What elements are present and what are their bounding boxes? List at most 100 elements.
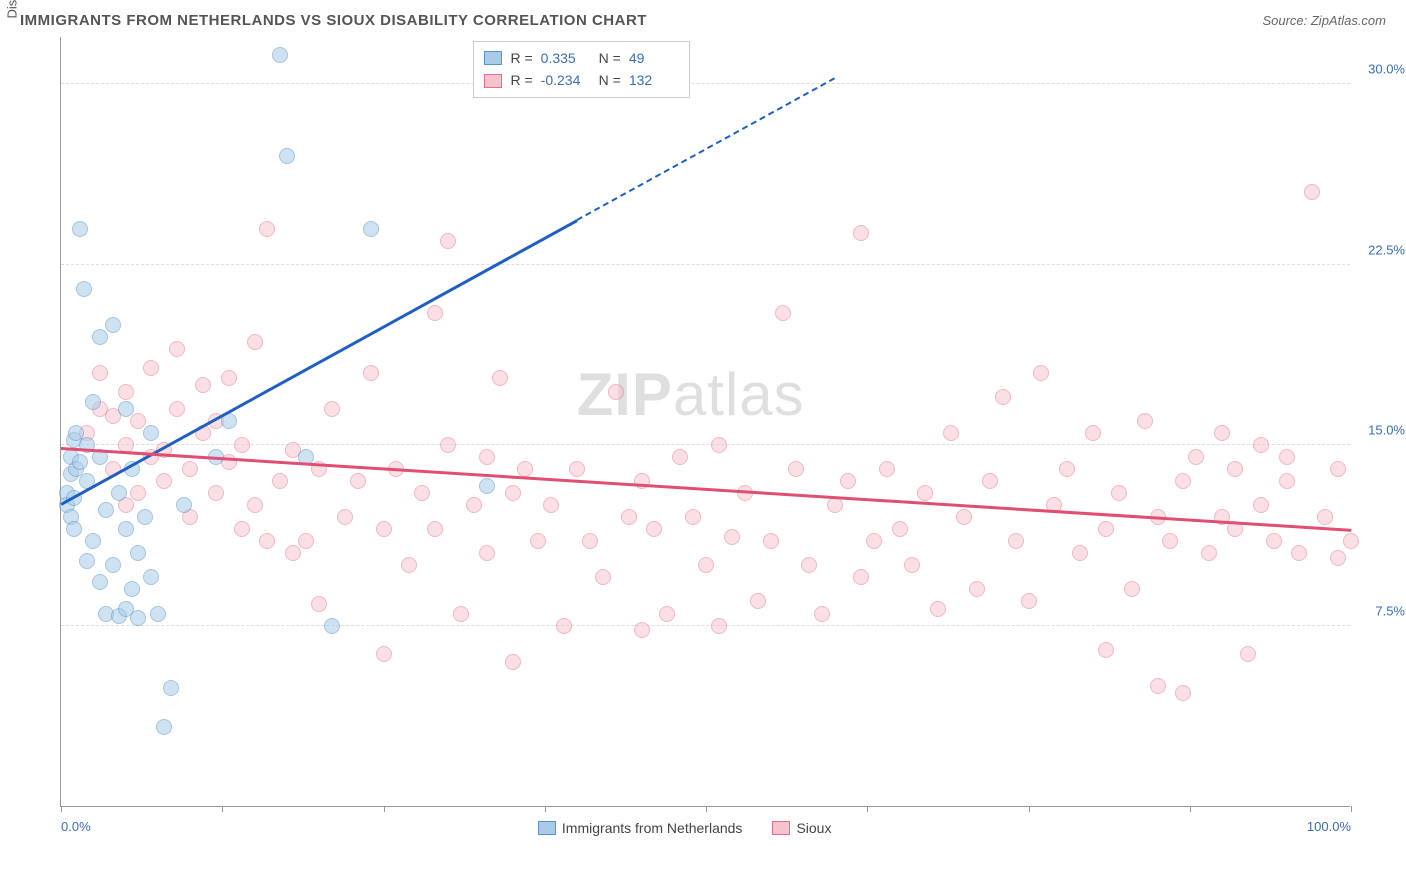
data-point [118, 384, 134, 400]
data-point [118, 401, 134, 417]
data-point [608, 384, 624, 400]
x-tick-label: 100.0% [1307, 819, 1351, 834]
data-point [130, 413, 146, 429]
data-point [311, 596, 327, 612]
stat-r-label: R = [510, 69, 532, 91]
data-point [130, 545, 146, 561]
data-point [143, 569, 159, 585]
data-point [492, 370, 508, 386]
stat-n-label: N = [599, 69, 621, 91]
data-point [176, 497, 192, 513]
data-point [582, 533, 598, 549]
data-point [234, 437, 250, 453]
data-point [247, 497, 263, 513]
data-point [995, 389, 1011, 405]
data-point [853, 569, 869, 585]
data-point [866, 533, 882, 549]
data-point [763, 533, 779, 549]
data-point [1150, 678, 1166, 694]
data-point [801, 557, 817, 573]
stats-legend-row: R = -0.234 N = 132 [484, 69, 678, 91]
data-point [892, 521, 908, 537]
data-point [453, 606, 469, 622]
stats-legend: R =0.335N =49R =-0.234N =132 [473, 41, 689, 98]
x-tick [545, 806, 546, 812]
legend-item: Sioux [772, 820, 831, 836]
data-point [827, 497, 843, 513]
data-point [505, 485, 521, 501]
data-point [208, 485, 224, 501]
data-point [1137, 413, 1153, 429]
data-point [156, 719, 172, 735]
y-tick-label: 15.0% [1368, 423, 1405, 438]
data-point [130, 485, 146, 501]
y-axis-label: Disability [5, 0, 20, 18]
data-point [111, 485, 127, 501]
data-point [285, 545, 301, 561]
gridline [61, 444, 1350, 445]
stat-n-label: N = [599, 47, 621, 69]
data-point [1240, 646, 1256, 662]
data-point [143, 360, 159, 376]
data-point [279, 148, 295, 164]
data-point [259, 533, 275, 549]
data-point [234, 521, 250, 537]
data-point [1033, 365, 1049, 381]
x-tick [222, 806, 223, 812]
data-point [427, 521, 443, 537]
data-point [221, 370, 237, 386]
gridline [61, 83, 1350, 84]
data-point [118, 521, 134, 537]
legend-swatch [772, 821, 790, 835]
data-point [1317, 509, 1333, 525]
data-point [621, 509, 637, 525]
data-point [272, 473, 288, 489]
data-point [1253, 497, 1269, 513]
data-point [646, 521, 662, 537]
stat-r-label: R = [510, 47, 532, 69]
data-point [724, 529, 740, 545]
data-point [105, 557, 121, 573]
legend-label: Immigrants from Netherlands [562, 820, 743, 836]
data-point [1330, 550, 1346, 566]
data-point [414, 485, 430, 501]
data-point [711, 618, 727, 634]
x-tick [867, 806, 868, 812]
data-point [1072, 545, 1088, 561]
data-point [1291, 545, 1307, 561]
legend-swatch [484, 74, 502, 88]
data-point [247, 334, 263, 350]
data-point [66, 521, 82, 537]
data-point [1085, 425, 1101, 441]
data-point [1098, 521, 1114, 537]
data-point [479, 449, 495, 465]
data-point [85, 533, 101, 549]
data-point [814, 606, 830, 622]
data-point [659, 606, 675, 622]
data-point [298, 533, 314, 549]
data-point [1253, 437, 1269, 453]
data-point [440, 437, 456, 453]
data-point [150, 606, 166, 622]
chart-source: Source: ZipAtlas.com [1262, 13, 1386, 28]
x-tick [384, 806, 385, 812]
plot-region: ZIPatlas 7.5%15.0%22.5%30.0%0.0%100.0%R … [60, 37, 1350, 807]
data-point [337, 509, 353, 525]
x-tick [1351, 806, 1352, 812]
data-point [1162, 533, 1178, 549]
data-point [1279, 449, 1295, 465]
data-point [466, 497, 482, 513]
data-point [324, 618, 340, 634]
data-point [85, 394, 101, 410]
legend-swatch [484, 51, 502, 65]
data-point [1227, 461, 1243, 477]
data-point [440, 233, 456, 249]
stat-r-value: -0.234 [541, 69, 591, 91]
data-point [505, 654, 521, 670]
gridline [61, 264, 1350, 265]
x-tick-label: 0.0% [61, 819, 91, 834]
gridline [61, 625, 1350, 626]
stat-n-value: 132 [629, 69, 679, 91]
data-point [775, 305, 791, 321]
data-point [943, 425, 959, 441]
